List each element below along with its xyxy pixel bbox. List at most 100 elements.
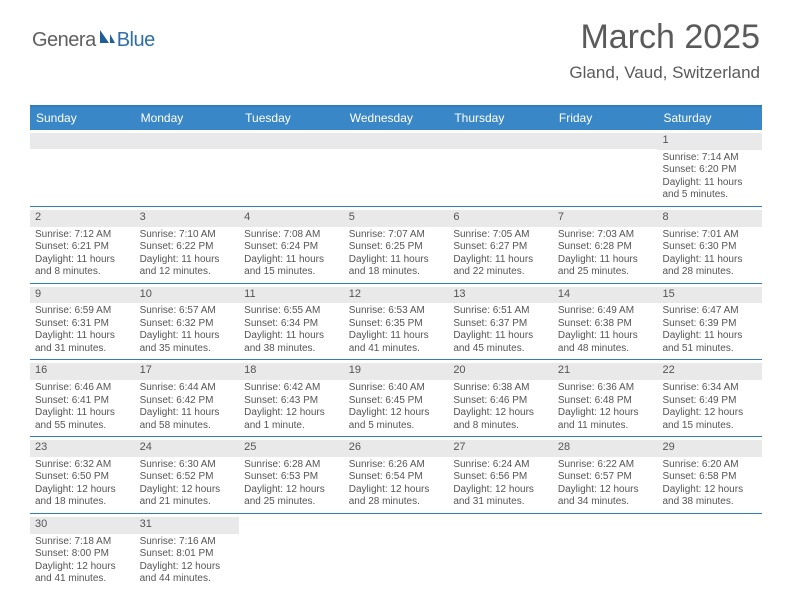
day-cell: 21Sunrise: 6:36 AMSunset: 6:48 PMDayligh… bbox=[553, 360, 658, 436]
dayhead-tue: Tuesday bbox=[239, 107, 344, 130]
weeks-container: 1Sunrise: 7:14 AMSunset: 6:20 PMDaylight… bbox=[30, 130, 762, 590]
empty-day-filler bbox=[448, 133, 553, 149]
day-number: 6 bbox=[448, 210, 553, 227]
day-cell bbox=[344, 514, 449, 590]
sunset-line: Sunset: 6:46 PM bbox=[453, 395, 548, 408]
daylight-line: Daylight: 11 hours and 38 minutes. bbox=[244, 330, 339, 355]
sunrise-line: Sunrise: 7:16 AM bbox=[140, 536, 235, 549]
day-number: 31 bbox=[135, 517, 240, 534]
day-number: 16 bbox=[30, 363, 135, 380]
sunset-line: Sunset: 6:48 PM bbox=[558, 395, 653, 408]
logo: Genera Blue bbox=[32, 28, 155, 52]
daylight-line: Daylight: 11 hours and 15 minutes. bbox=[244, 254, 339, 279]
day-number: 19 bbox=[344, 363, 449, 380]
day-cell: 28 Sunrise: 6:22 AMSunset: 6:57 PMDayligh… bbox=[553, 437, 658, 513]
day-number: 10 bbox=[135, 287, 240, 304]
sunrise-line: Sunrise: 6:22 AM bbox=[558, 459, 653, 472]
logo-text-general: Genera bbox=[32, 29, 96, 52]
sunrise-line: Sunrise: 6:49 AM bbox=[558, 305, 653, 318]
day-cell: 16Sunrise: 6:46 AMSunset: 6:41 PMDayligh… bbox=[30, 360, 135, 436]
day-number: 2 bbox=[30, 210, 135, 227]
dayhead-thu: Thursday bbox=[448, 107, 553, 130]
day-cell bbox=[239, 514, 344, 590]
day-cell: 18Sunrise: 6:42 AMSunset: 6:43 PMDayligh… bbox=[239, 360, 344, 436]
sunrise-line: Sunrise: 7:12 AM bbox=[35, 229, 130, 242]
day-number: 17 bbox=[135, 363, 240, 380]
sunset-line: Sunset: 6:31 PM bbox=[35, 318, 130, 331]
day-number: 12 bbox=[344, 287, 449, 304]
sunset-line: Sunset: 6:52 PM bbox=[140, 471, 235, 484]
sunrise-line: Sunrise: 6:34 AM bbox=[662, 382, 757, 395]
sunset-line: Sunset: 8:01 PM bbox=[140, 548, 235, 561]
day-number: 30 bbox=[30, 517, 135, 534]
sunset-line: Sunset: 6:32 PM bbox=[140, 318, 235, 331]
daylight-line: Daylight: 11 hours and 22 minutes. bbox=[453, 254, 548, 279]
sunrise-line: Sunrise: 6:28 AM bbox=[244, 459, 339, 472]
dayhead-fri: Friday bbox=[553, 107, 658, 130]
sunset-line: Sunset: 6:41 PM bbox=[35, 395, 130, 408]
day-number: 8 bbox=[657, 210, 762, 227]
day-number: 7 bbox=[553, 210, 658, 227]
sunset-line: Sunset: 6:34 PM bbox=[244, 318, 339, 331]
daylight-line: Daylight: 11 hours and 51 minutes. bbox=[662, 330, 757, 355]
month-title: March 2025 bbox=[569, 18, 760, 57]
day-number: 11 bbox=[239, 287, 344, 304]
day-cell: 22Sunrise: 6:34 AMSunset: 6:49 PMDayligh… bbox=[657, 360, 762, 436]
daylight-line: Daylight: 11 hours and 5 minutes. bbox=[662, 177, 757, 202]
day-cell: 15Sunrise: 6:47 AMSunset: 6:39 PMDayligh… bbox=[657, 284, 762, 360]
sunrise-line: Sunrise: 6:59 AM bbox=[35, 305, 130, 318]
dayhead-mon: Monday bbox=[135, 107, 240, 130]
sunset-line: Sunset: 6:57 PM bbox=[558, 471, 653, 484]
empty-day-filler bbox=[553, 133, 658, 149]
day-number: 28 bbox=[553, 440, 658, 457]
day-cell: 4Sunrise: 7:08 AMSunset: 6:24 PMDaylight… bbox=[239, 207, 344, 283]
daylight-line: Daylight: 12 hours and 15 minutes. bbox=[662, 407, 757, 432]
daylight-line: Daylight: 11 hours and 8 minutes. bbox=[35, 254, 130, 279]
sunrise-line: Sunrise: 6:42 AM bbox=[244, 382, 339, 395]
sunset-line: Sunset: 6:21 PM bbox=[35, 241, 130, 254]
sunrise-line: Sunrise: 6:53 AM bbox=[349, 305, 444, 318]
day-number: 15 bbox=[657, 287, 762, 304]
day-cell: 17Sunrise: 6:44 AMSunset: 6:42 PMDayligh… bbox=[135, 360, 240, 436]
sunset-line: Sunset: 6:43 PM bbox=[244, 395, 339, 408]
day-cell bbox=[553, 130, 658, 206]
sunrise-line: Sunrise: 7:03 AM bbox=[558, 229, 653, 242]
sunset-line: Sunset: 6:50 PM bbox=[35, 471, 130, 484]
day-cell bbox=[239, 130, 344, 206]
day-number: 22 bbox=[657, 363, 762, 380]
sunset-line: Sunset: 6:54 PM bbox=[349, 471, 444, 484]
daylight-line: Daylight: 11 hours and 45 minutes. bbox=[453, 330, 548, 355]
day-cell: 19Sunrise: 6:40 AMSunset: 6:45 PMDayligh… bbox=[344, 360, 449, 436]
day-cell bbox=[553, 514, 658, 590]
day-number: 13 bbox=[448, 287, 553, 304]
sunrise-line: Sunrise: 6:32 AM bbox=[35, 459, 130, 472]
daylight-line: Daylight: 12 hours and 31 minutes. bbox=[453, 484, 548, 509]
calendar: Sunday Monday Tuesday Wednesday Thursday… bbox=[30, 105, 762, 590]
sunset-line: Sunset: 6:20 PM bbox=[662, 164, 757, 177]
sunrise-line: Sunrise: 6:47 AM bbox=[662, 305, 757, 318]
day-number: 1 bbox=[657, 133, 762, 150]
daylight-line: Daylight: 12 hours and 44 minutes. bbox=[140, 561, 235, 586]
day-number: 27 bbox=[448, 440, 553, 457]
week-row: 9Sunrise: 6:59 AMSunset: 6:31 PM Daylight… bbox=[30, 284, 762, 361]
daylight-line: Daylight: 11 hours and 48 minutes. bbox=[558, 330, 653, 355]
sunset-line: Sunset: 6:38 PM bbox=[558, 318, 653, 331]
daylight-line: Daylight: 12 hours and 25 minutes. bbox=[244, 484, 339, 509]
day-number: 9 bbox=[30, 287, 135, 304]
sunset-line: Sunset: 6:37 PM bbox=[453, 318, 548, 331]
daylight-line: Daylight: 12 hours and 34 minutes. bbox=[558, 484, 653, 509]
daylight-line: Daylight: 12 hours and 41 minutes. bbox=[35, 561, 130, 586]
sunrise-line: Sunrise: 6:44 AM bbox=[140, 382, 235, 395]
sunrise-line: Sunrise: 6:38 AM bbox=[453, 382, 548, 395]
sunrise-line: Sunrise: 7:18 AM bbox=[35, 536, 130, 549]
day-cell: 8Sunrise: 7:01 AMSunset: 6:30 PMDaylight… bbox=[657, 207, 762, 283]
day-cell bbox=[344, 130, 449, 206]
sunrise-line: Sunrise: 6:24 AM bbox=[453, 459, 548, 472]
day-cell: 7Sunrise: 7:03 AMSunset: 6:28 PMDaylight… bbox=[553, 207, 658, 283]
day-number: 26 bbox=[344, 440, 449, 457]
daylight-line: Daylight: 11 hours and 55 minutes. bbox=[35, 407, 130, 432]
day-cell: 30Sunrise: 7:18 AMSunset: 8:00 PMDayligh… bbox=[30, 514, 135, 590]
day-cell: 13Sunrise: 6:51 AMSunset: 6:37 PMDayligh… bbox=[448, 284, 553, 360]
day-cell: 11Sunrise: 6:55 AMSunset: 6:34 PMDayligh… bbox=[239, 284, 344, 360]
daylight-line: Daylight: 12 hours and 21 minutes. bbox=[140, 484, 235, 509]
